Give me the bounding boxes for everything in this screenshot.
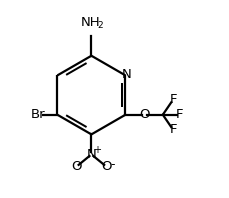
- Text: F: F: [175, 108, 183, 121]
- Text: NH: NH: [80, 16, 100, 29]
- Text: F: F: [169, 123, 177, 136]
- Text: O: O: [101, 160, 111, 173]
- Text: O: O: [71, 160, 82, 173]
- Text: 2: 2: [97, 21, 103, 30]
- Text: Br: Br: [30, 108, 45, 121]
- Text: F: F: [169, 93, 177, 107]
- Text: O: O: [138, 108, 149, 121]
- Text: -: -: [110, 158, 114, 171]
- Text: N: N: [86, 148, 96, 161]
- Text: +: +: [93, 145, 101, 155]
- Text: N: N: [121, 68, 131, 81]
